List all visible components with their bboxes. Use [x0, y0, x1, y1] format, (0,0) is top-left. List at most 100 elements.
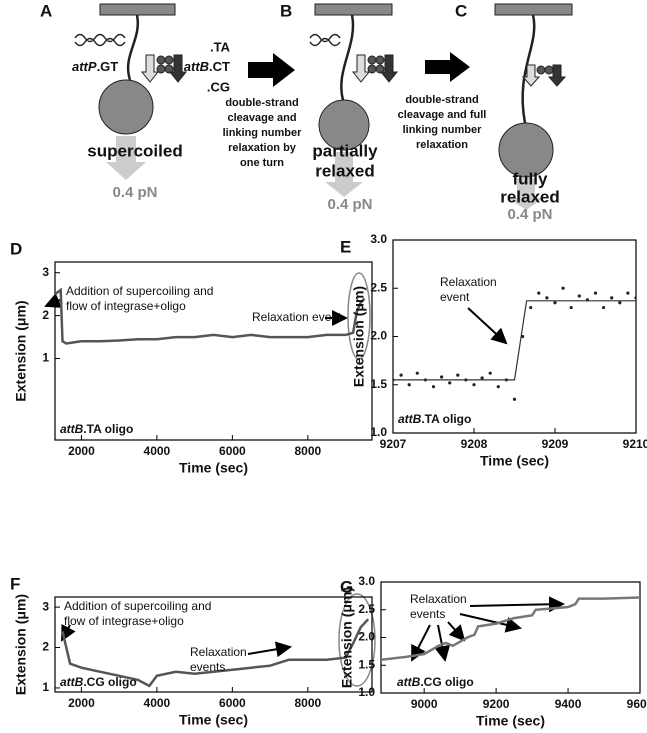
annotation: Relaxation — [440, 275, 497, 289]
point — [399, 373, 403, 377]
y-tick-label: 2 — [42, 308, 49, 322]
step-text: double-strand — [405, 94, 478, 106]
gene: attB — [397, 675, 421, 689]
dna — [521, 14, 536, 124]
bead — [98, 79, 154, 135]
oligo-label: attB.CG oligo — [60, 675, 137, 689]
state: fully — [513, 169, 548, 188]
steps: double-strand cleavage and linking number r… — [223, 94, 487, 169]
bead — [498, 122, 554, 178]
point — [618, 301, 622, 305]
x-tick-label: 9208 — [461, 437, 488, 451]
supercoil — [74, 33, 126, 47]
y-axis-label: Extension (μm) — [339, 587, 355, 688]
step-text: double-strand — [225, 97, 298, 109]
y-tick-label: 2.5 — [370, 280, 387, 294]
y-tick-label: 1 — [42, 351, 49, 365]
surface — [99, 3, 176, 16]
x-tick-label: 4000 — [144, 444, 171, 458]
point — [626, 291, 630, 295]
force: 0.4 pN — [507, 206, 552, 223]
panel-letter: A — [40, 1, 52, 20]
step-text: cleavage and — [227, 112, 296, 124]
site-rest: .GT — [97, 59, 119, 74]
panel-0: D 1 2 3 2000 4000 6000 8000 Time (sec) Extension … — [10, 239, 373, 476]
y-tick-label: 3.0 — [358, 574, 375, 588]
trace — [393, 300, 636, 381]
surface — [494, 3, 573, 16]
x-tick-label: 9210 — [623, 437, 647, 451]
x-tick-label: 9209 — [542, 437, 569, 451]
trace — [381, 596, 640, 661]
plot-area — [55, 287, 366, 345]
step-arrow — [248, 53, 295, 87]
annotation: events — [190, 660, 225, 674]
x-tick-label: 2000 — [68, 696, 95, 710]
state: supercoiled — [87, 141, 182, 160]
y-tick-label: 3 — [42, 265, 49, 279]
panel-letter: F — [10, 574, 20, 593]
x-tick-label: 6000 — [219, 444, 246, 458]
y-axis-label: Extension (μm) — [13, 594, 29, 695]
panel-2: F 1 2 3 2000 4000 6000 8000 Time (sec) Extension … — [10, 574, 373, 728]
force: 0.4 pN — [327, 196, 372, 213]
oligo-rest: .CG oligo — [420, 675, 473, 689]
gene: attB — [60, 675, 84, 689]
point — [456, 373, 460, 377]
annotation: flow of integrase+oligo — [64, 614, 184, 628]
plot-area — [381, 596, 640, 661]
state: partially — [312, 141, 378, 160]
y-tick-label: 2.0 — [358, 630, 375, 644]
state: relaxed — [500, 187, 560, 206]
y-tick-label: 2.5 — [358, 602, 375, 616]
point — [407, 383, 411, 387]
annotation: Relaxation event — [252, 310, 342, 324]
point — [602, 305, 606, 310]
annotation: events — [410, 607, 445, 621]
x-tick-label: 9207 — [380, 437, 407, 451]
y-tick-label: 1.5 — [358, 657, 375, 671]
step-text: relaxation by — [228, 142, 297, 154]
surface — [314, 3, 393, 16]
annotation: Relaxation — [190, 645, 247, 659]
point — [537, 291, 541, 295]
oligo-label: attB.TA oligo — [398, 412, 471, 426]
x-axis-label: Time (sec) — [476, 713, 545, 729]
step-text: linking number — [223, 127, 303, 139]
y-tick-label: 2.0 — [370, 329, 387, 343]
point — [512, 397, 517, 401]
gene: attP — [72, 59, 97, 74]
oligo: .CG — [207, 79, 230, 94]
oligo-rest: .TA oligo — [421, 412, 471, 426]
x-axis-label: Time (sec) — [179, 712, 248, 728]
oligo: attB.CT — [184, 59, 230, 74]
point — [431, 385, 436, 389]
plot-frame — [54, 261, 373, 441]
x-tick-label: 8000 — [294, 696, 321, 710]
step-text: cleavage and full — [398, 109, 487, 121]
point — [472, 383, 476, 387]
annotation: Addition of supercoiling and — [64, 599, 211, 613]
point — [577, 294, 581, 298]
oligo-rest: .CG oligo — [83, 675, 136, 689]
x-axis-label: Time (sec) — [480, 453, 549, 469]
plot-frame — [54, 596, 373, 693]
step-arrow — [425, 52, 470, 82]
point — [561, 286, 565, 290]
point — [480, 376, 484, 380]
y-tick-label: 2 — [42, 640, 49, 654]
bead — [318, 99, 370, 151]
gene: attB — [398, 412, 422, 426]
oligo-rest: .TA oligo — [83, 422, 133, 436]
annotation-arrows — [44, 272, 565, 687]
step-text: one turn — [240, 157, 284, 169]
point — [634, 296, 636, 300]
panel-letter: B — [280, 1, 292, 20]
oligo-label: attB.CG oligo — [397, 675, 474, 689]
dna — [340, 14, 355, 101]
point — [440, 375, 444, 379]
x-tick-label: 9600 — [627, 697, 647, 711]
x-tick-label: 9400 — [555, 697, 582, 711]
panel-3: G 1.0 1.5 2.0 2.5 3.0 9000 9200 9400 9600 Time (se… — [339, 574, 647, 729]
oligo: .TA — [210, 39, 231, 54]
